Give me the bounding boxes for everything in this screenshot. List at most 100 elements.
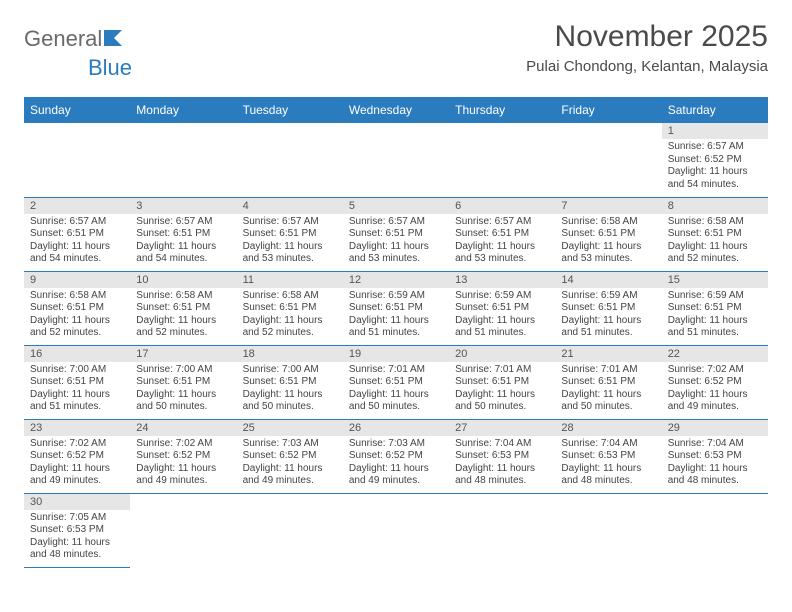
calendar-cell <box>449 493 555 567</box>
flag-icon <box>104 26 126 52</box>
calendar-cell: 29Sunrise: 7:04 AMSunset: 6:53 PMDayligh… <box>662 419 768 493</box>
calendar-cell: 16Sunrise: 7:00 AMSunset: 6:51 PMDayligh… <box>24 345 130 419</box>
calendar-cell: 11Sunrise: 6:58 AMSunset: 6:51 PMDayligh… <box>237 271 343 345</box>
day-data: Sunrise: 7:02 AMSunset: 6:52 PMDaylight:… <box>24 436 130 492</box>
day-number: 25 <box>237 420 343 436</box>
calendar-week: 23Sunrise: 7:02 AMSunset: 6:52 PMDayligh… <box>24 419 768 493</box>
calendar-cell: 27Sunrise: 7:04 AMSunset: 6:53 PMDayligh… <box>449 419 555 493</box>
day-number: 13 <box>449 272 555 288</box>
calendar-cell: 6Sunrise: 6:57 AMSunset: 6:51 PMDaylight… <box>449 197 555 271</box>
day-data: Sunrise: 7:05 AMSunset: 6:53 PMDaylight:… <box>24 510 130 566</box>
day-header: Saturday <box>662 97 768 123</box>
day-data: Sunrise: 6:58 AMSunset: 6:51 PMDaylight:… <box>237 288 343 344</box>
calendar-cell: 14Sunrise: 6:59 AMSunset: 6:51 PMDayligh… <box>555 271 661 345</box>
day-data: Sunrise: 6:58 AMSunset: 6:51 PMDaylight:… <box>662 214 768 270</box>
day-number: 19 <box>343 346 449 362</box>
month-title: November 2025 <box>526 20 768 54</box>
day-number: 30 <box>24 494 130 510</box>
day-number: 3 <box>130 198 236 214</box>
day-header: Tuesday <box>237 97 343 123</box>
calendar-week: 30Sunrise: 7:05 AMSunset: 6:53 PMDayligh… <box>24 493 768 567</box>
day-data: Sunrise: 6:59 AMSunset: 6:51 PMDaylight:… <box>662 288 768 344</box>
calendar-cell: 20Sunrise: 7:01 AMSunset: 6:51 PMDayligh… <box>449 345 555 419</box>
calendar-week: 16Sunrise: 7:00 AMSunset: 6:51 PMDayligh… <box>24 345 768 419</box>
calendar-cell: 23Sunrise: 7:02 AMSunset: 6:52 PMDayligh… <box>24 419 130 493</box>
calendar-cell: 19Sunrise: 7:01 AMSunset: 6:51 PMDayligh… <box>343 345 449 419</box>
calendar-cell <box>449 123 555 197</box>
calendar-cell <box>555 123 661 197</box>
calendar-cell <box>237 123 343 197</box>
day-number: 18 <box>237 346 343 362</box>
day-number: 5 <box>343 198 449 214</box>
brand-part1: General <box>24 26 102 52</box>
calendar-cell: 15Sunrise: 6:59 AMSunset: 6:51 PMDayligh… <box>662 271 768 345</box>
day-header: Friday <box>555 97 661 123</box>
calendar-cell: 13Sunrise: 6:59 AMSunset: 6:51 PMDayligh… <box>449 271 555 345</box>
day-data: Sunrise: 6:59 AMSunset: 6:51 PMDaylight:… <box>449 288 555 344</box>
day-number: 11 <box>237 272 343 288</box>
day-data: Sunrise: 6:57 AMSunset: 6:51 PMDaylight:… <box>130 214 236 270</box>
calendar-cell <box>555 493 661 567</box>
day-number: 23 <box>24 420 130 436</box>
calendar-cell: 8Sunrise: 6:58 AMSunset: 6:51 PMDaylight… <box>662 197 768 271</box>
calendar-cell: 26Sunrise: 7:03 AMSunset: 6:52 PMDayligh… <box>343 419 449 493</box>
calendar-cell: 28Sunrise: 7:04 AMSunset: 6:53 PMDayligh… <box>555 419 661 493</box>
day-number: 4 <box>237 198 343 214</box>
calendar-head: SundayMondayTuesdayWednesdayThursdayFrid… <box>24 97 768 123</box>
calendar-cell: 3Sunrise: 6:57 AMSunset: 6:51 PMDaylight… <box>130 197 236 271</box>
day-data: Sunrise: 7:03 AMSunset: 6:52 PMDaylight:… <box>343 436 449 492</box>
calendar-cell: 1Sunrise: 6:57 AMSunset: 6:52 PMDaylight… <box>662 123 768 197</box>
day-data: Sunrise: 7:02 AMSunset: 6:52 PMDaylight:… <box>130 436 236 492</box>
day-data: Sunrise: 7:00 AMSunset: 6:51 PMDaylight:… <box>24 362 130 418</box>
day-number: 8 <box>662 198 768 214</box>
day-number: 24 <box>130 420 236 436</box>
calendar-cell: 7Sunrise: 6:58 AMSunset: 6:51 PMDaylight… <box>555 197 661 271</box>
calendar-cell: 24Sunrise: 7:02 AMSunset: 6:52 PMDayligh… <box>130 419 236 493</box>
day-data: Sunrise: 6:57 AMSunset: 6:51 PMDaylight:… <box>237 214 343 270</box>
day-number: 9 <box>24 272 130 288</box>
calendar-week: 1Sunrise: 6:57 AMSunset: 6:52 PMDaylight… <box>24 123 768 197</box>
day-header: Wednesday <box>343 97 449 123</box>
calendar-cell: 22Sunrise: 7:02 AMSunset: 6:52 PMDayligh… <box>662 345 768 419</box>
day-data: Sunrise: 6:59 AMSunset: 6:51 PMDaylight:… <box>343 288 449 344</box>
calendar-week: 2Sunrise: 6:57 AMSunset: 6:51 PMDaylight… <box>24 197 768 271</box>
day-header: Thursday <box>449 97 555 123</box>
title-block: November 2025 Pulai Chondong, Kelantan, … <box>526 20 768 75</box>
day-number: 2 <box>24 198 130 214</box>
day-number: 29 <box>662 420 768 436</box>
calendar-cell: 21Sunrise: 7:01 AMSunset: 6:51 PMDayligh… <box>555 345 661 419</box>
day-data: Sunrise: 6:58 AMSunset: 6:51 PMDaylight:… <box>24 288 130 344</box>
day-number: 15 <box>662 272 768 288</box>
calendar-cell <box>24 123 130 197</box>
day-data: Sunrise: 6:57 AMSunset: 6:51 PMDaylight:… <box>449 214 555 270</box>
calendar-cell: 4Sunrise: 6:57 AMSunset: 6:51 PMDaylight… <box>237 197 343 271</box>
calendar-cell: 17Sunrise: 7:00 AMSunset: 6:51 PMDayligh… <box>130 345 236 419</box>
brand-part2: Blue <box>88 55 132 81</box>
calendar-cell <box>343 493 449 567</box>
day-number: 6 <box>449 198 555 214</box>
calendar-cell: 2Sunrise: 6:57 AMSunset: 6:51 PMDaylight… <box>24 197 130 271</box>
calendar-cell <box>237 493 343 567</box>
day-number: 21 <box>555 346 661 362</box>
day-number: 26 <box>343 420 449 436</box>
calendar-cell: 5Sunrise: 6:57 AMSunset: 6:51 PMDaylight… <box>343 197 449 271</box>
day-data: Sunrise: 7:01 AMSunset: 6:51 PMDaylight:… <box>555 362 661 418</box>
day-number: 20 <box>449 346 555 362</box>
calendar-cell: 10Sunrise: 6:58 AMSunset: 6:51 PMDayligh… <box>130 271 236 345</box>
day-data: Sunrise: 6:57 AMSunset: 6:52 PMDaylight:… <box>662 139 768 195</box>
day-number: 27 <box>449 420 555 436</box>
day-number: 1 <box>662 123 768 139</box>
calendar-cell: 30Sunrise: 7:05 AMSunset: 6:53 PMDayligh… <box>24 493 130 567</box>
calendar-cell: 18Sunrise: 7:00 AMSunset: 6:51 PMDayligh… <box>237 345 343 419</box>
calendar-table: SundayMondayTuesdayWednesdayThursdayFrid… <box>24 97 768 568</box>
day-data: Sunrise: 7:00 AMSunset: 6:51 PMDaylight:… <box>237 362 343 418</box>
day-number: 12 <box>343 272 449 288</box>
brand-logo: General <box>24 20 128 52</box>
calendar-body: 1Sunrise: 6:57 AMSunset: 6:52 PMDaylight… <box>24 123 768 567</box>
day-data: Sunrise: 7:02 AMSunset: 6:52 PMDaylight:… <box>662 362 768 418</box>
calendar-cell <box>130 493 236 567</box>
day-number: 7 <box>555 198 661 214</box>
day-number: 16 <box>24 346 130 362</box>
day-data: Sunrise: 7:04 AMSunset: 6:53 PMDaylight:… <box>449 436 555 492</box>
day-number: 17 <box>130 346 236 362</box>
